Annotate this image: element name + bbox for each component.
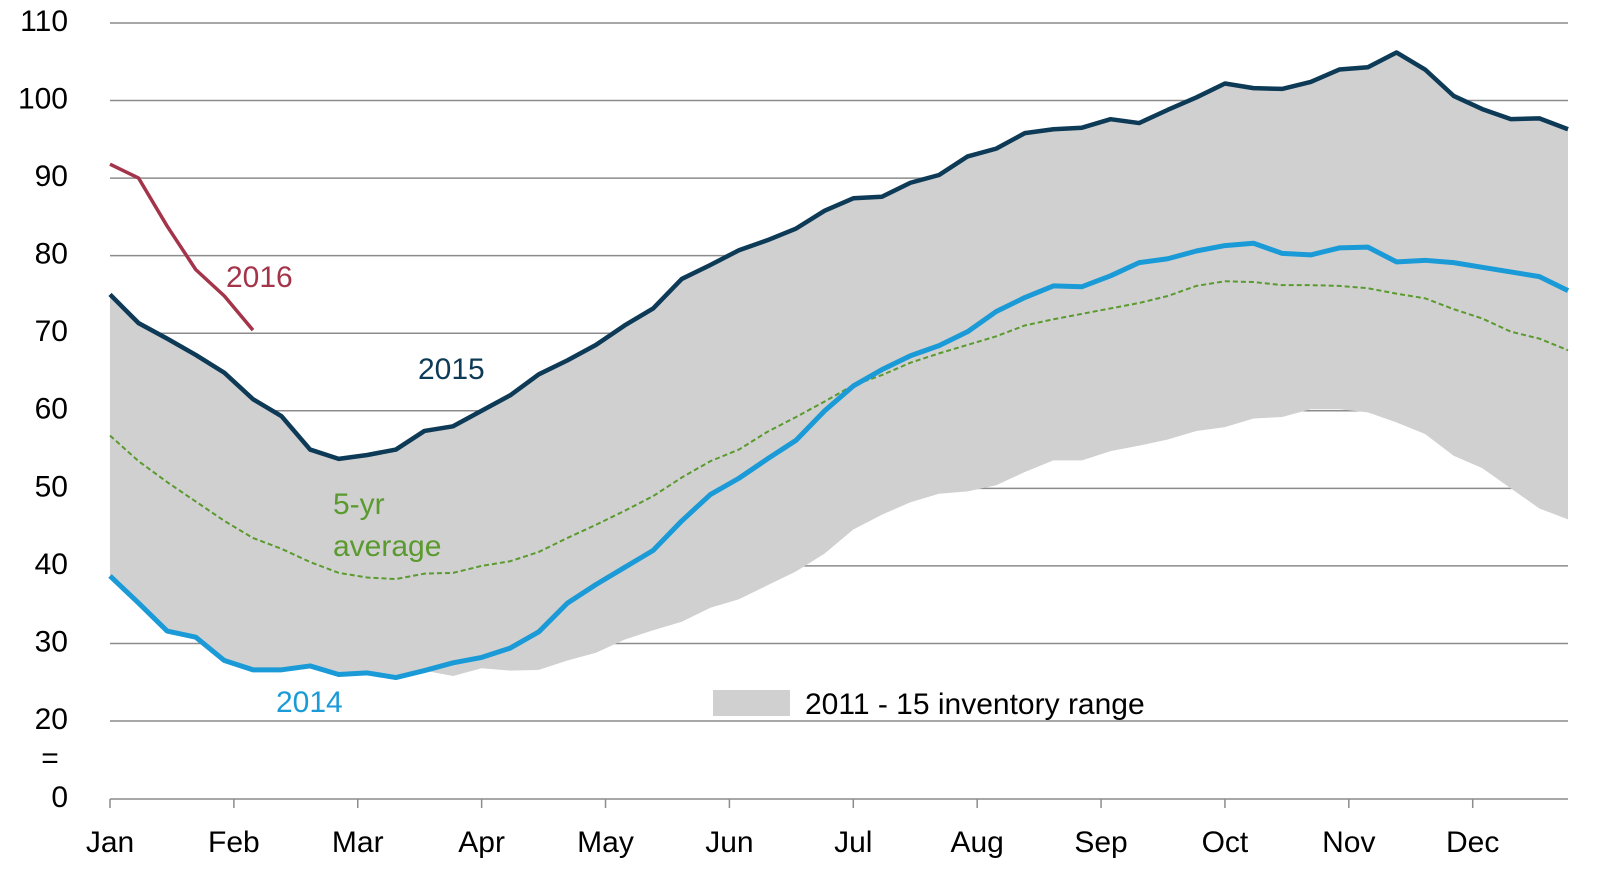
x-tick-label: Dec [1446,826,1499,859]
y-tick-label: 100 [18,82,68,115]
x-tick-label: Mar [332,826,384,859]
series-label: 2014 [276,686,343,719]
y-tick-label: 40 [35,548,68,581]
x-tick-label: Apr [458,826,505,859]
x-tick-label: Jul [834,826,872,859]
x-tick-label: Aug [950,826,1003,859]
range-band [110,52,1568,678]
x-tick-label: Sep [1074,826,1127,859]
series-label: 5-yr average [333,488,442,563]
series-label: 2015 [418,353,485,386]
series-label: 2016 [226,261,293,294]
y-tick-label: 90 [35,160,68,193]
y-tick-label: 30 [35,625,68,658]
series-line [108,50,1569,462]
x-tick-label: Feb [208,826,260,859]
y-tick-label: 70 [35,315,68,348]
y-tick-label: 50 [35,470,68,503]
y-tick-label: 80 [35,238,68,271]
legend-swatch [713,690,790,716]
series-line [109,280,1569,581]
y-tick-label: 0 [51,781,68,814]
x-tick-label: Nov [1322,826,1375,859]
x-tick-label: Jan [86,826,134,859]
y-tick-label: 110 [20,5,68,38]
axis-break: = [41,742,59,775]
legend-label: 2011 - 15 inventory range [805,688,1145,721]
series-line [109,162,255,332]
y-tick-label: 20 [35,703,68,736]
x-tick-label: Oct [1202,826,1249,859]
y-tick-label: 60 [35,393,68,426]
x-tick-label: Jun [705,826,753,859]
series-line [108,240,1570,681]
x-tick-label: May [577,826,634,859]
